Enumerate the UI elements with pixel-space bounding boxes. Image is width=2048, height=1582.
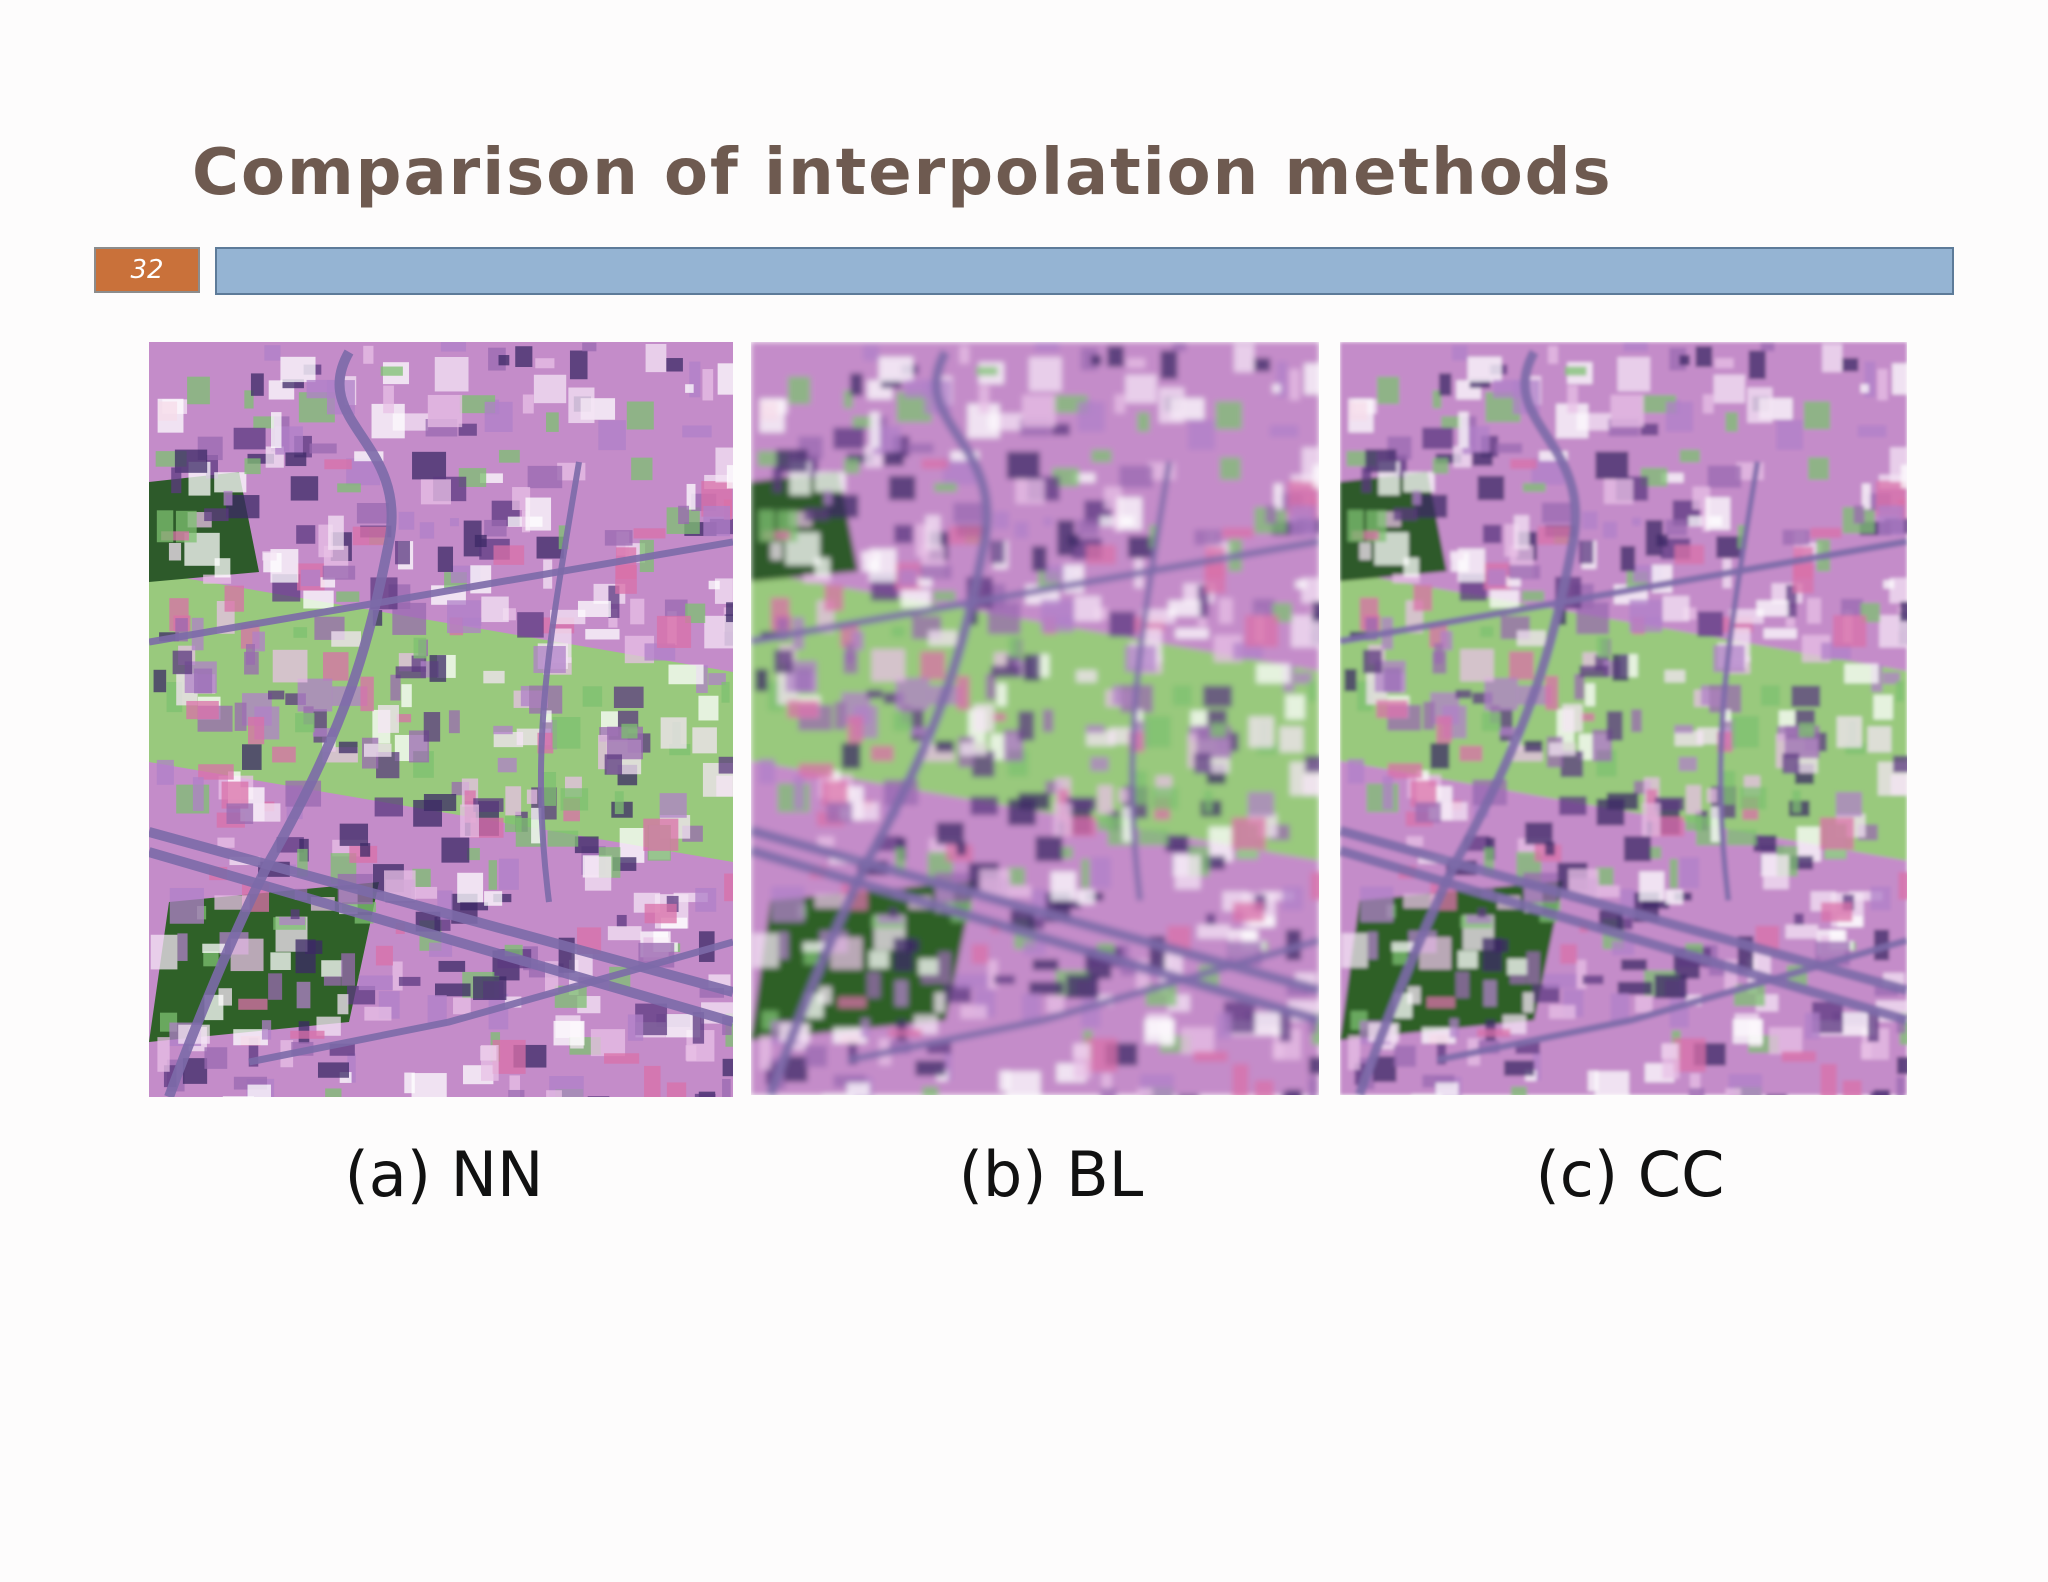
page-number: 32 — [94, 247, 200, 293]
figure-image — [1340, 342, 1907, 1095]
figure-caption: (c) CC — [1535, 1138, 1725, 1211]
figure-caption: (b) BL — [958, 1138, 1144, 1211]
header-bar — [215, 247, 1954, 295]
figure-caption: (a) NN — [344, 1138, 544, 1211]
figure-image — [149, 342, 733, 1097]
figure-image — [751, 342, 1319, 1095]
slide-title: Comparison of interpolation methods — [192, 136, 1613, 210]
